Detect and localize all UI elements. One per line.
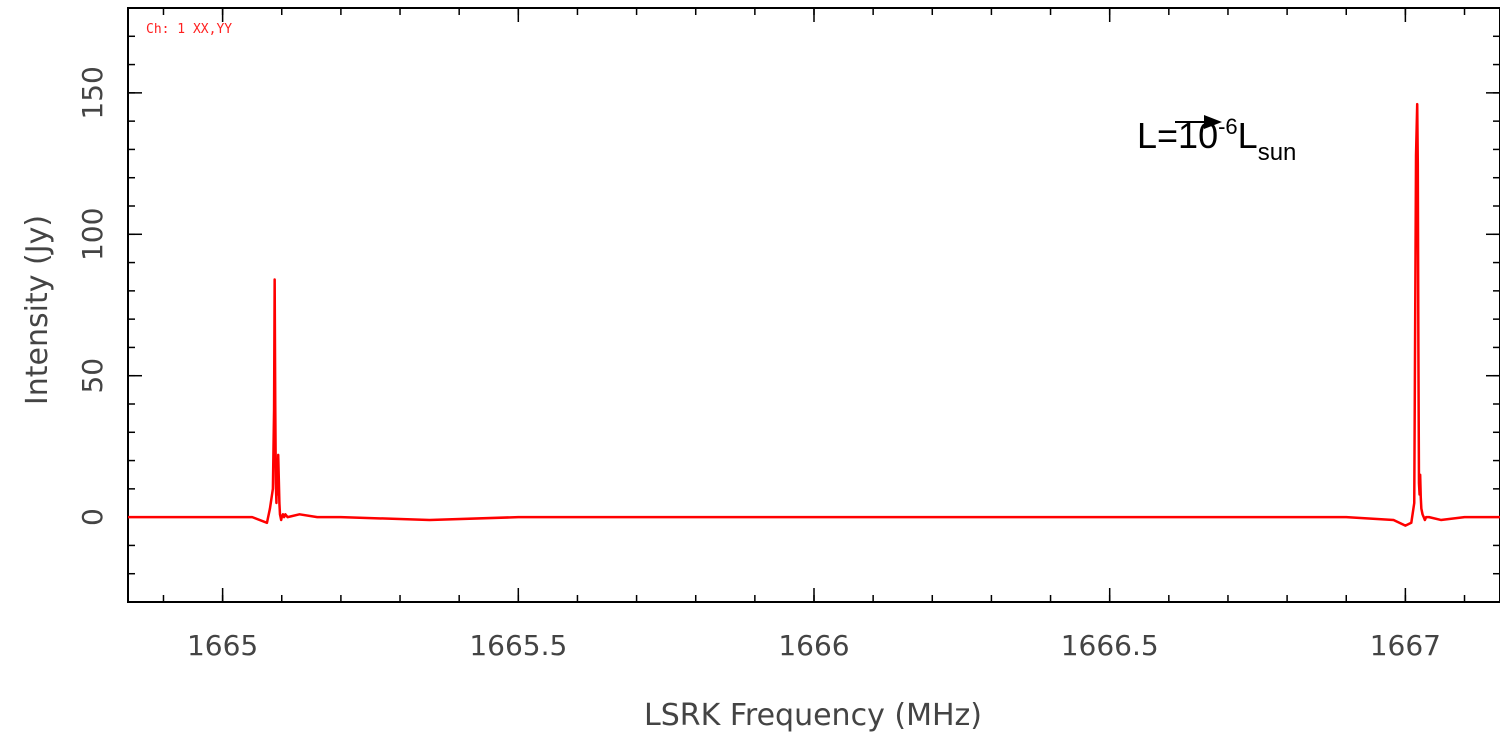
plot-frame [127,7,1500,603]
luminosity-annotation: L=10-6Lsun [1137,114,1296,166]
x-tick-label: 1665.5 [469,629,567,662]
y-axis-title: Intensity (Jy) [20,215,55,405]
x-tick-label: 1667 [1370,629,1441,662]
x-tick-label: 1666.5 [1061,629,1159,662]
y-tick-label: 150 [76,66,109,119]
x-tick-label: 1666 [778,629,849,662]
axes: 1665 1665.5 1666 1666.5 1667 0 50 100 150 [76,7,1500,662]
y-tick-label: 50 [76,358,109,394]
x-axis-title: LSRK Frequency (MHz) [644,698,982,733]
annotation-symbol: L [1238,115,1258,156]
spectrum-line [128,102,1500,527]
annotation-exponent: -6 [1218,114,1238,139]
y-tick-label: 0 [76,508,109,526]
annotation-arrow-head [1204,115,1222,129]
x-tick-label: 1665 [187,629,258,662]
y-tick-label: 100 [76,208,109,261]
annotation-subscript: sun [1258,139,1297,166]
annotation-arrow [1175,115,1222,129]
series-group [128,102,1500,527]
channel-label: Ch: 1 XX,YY [146,22,232,37]
